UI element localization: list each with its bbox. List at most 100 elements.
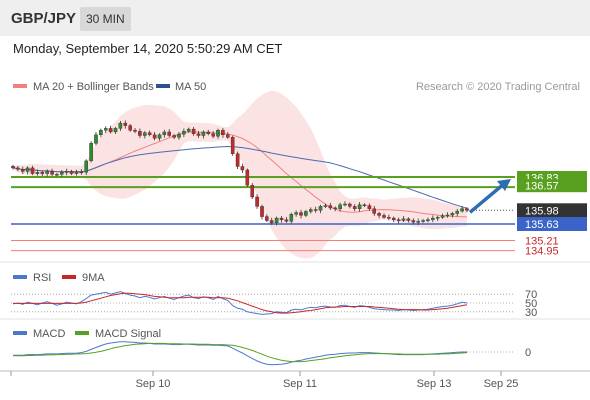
candle-body [401,218,406,221]
candle-body [426,219,430,221]
candle-body [21,169,25,172]
candle-body [221,129,225,135]
candle-body [157,134,162,139]
macd-level-label: 0 [525,347,531,359]
legend-label-rsi-ma: 9MA [82,272,105,284]
candle-body [182,131,186,135]
candle-body [348,203,352,207]
candle-body [191,128,196,134]
rsi-level-label-70: 70 [525,289,537,301]
candle-body [450,213,455,216]
candle-body [431,217,435,220]
candle-body [372,208,377,214]
candle-body [230,136,235,154]
candle-body [69,171,74,174]
candle-body [201,131,206,136]
candle-body [133,129,137,132]
candle-body [177,133,181,138]
candle-body [152,134,157,139]
research-credit: Research © 2020 Trading Central [416,81,580,93]
candle-body [387,217,391,219]
macd-line [13,341,467,366]
candle-body [167,131,172,136]
x-tick-label: Sep 10 [136,378,171,390]
candle-body [11,166,15,169]
candle-body [279,217,284,220]
candle-body [269,220,274,224]
candle-body [362,204,367,207]
candle-body [392,217,396,220]
candle-body [84,160,88,173]
candle-body [421,220,425,222]
candle-body [318,206,323,211]
candle-body [16,167,20,170]
candle-body [50,171,54,175]
chart-header: GBP/JPY 30 MIN [0,0,590,36]
level-tag-135.63: 135.63 [525,219,559,231]
x-tick-label: Sep 13 [417,378,452,390]
forecast-arrow-head [497,179,511,191]
x-tick-label: Sep 25 [484,378,519,390]
candle-body [289,213,294,222]
candle-body [309,209,313,212]
candle-body [411,220,416,223]
legend-swatch-bollinger [13,84,27,88]
candle-body [313,209,318,211]
timestamp: Monday, September 14, 2020 5:50:29 AM CE… [13,41,283,56]
candle-body [123,122,128,126]
legend-swatch-macd-signal [75,331,89,335]
candle-body [265,216,269,221]
candle-body [435,217,440,219]
candle-body [55,174,59,176]
legend-swatch-rsi [13,275,27,279]
level-tag-136.57-bg [517,179,587,193]
candle-body [113,128,118,133]
candle-body [99,129,103,135]
candle-body [45,171,49,174]
candle-body [108,128,113,133]
candle-body [89,142,93,161]
candle-body [284,219,289,222]
candle-body [377,213,381,216]
candle-body [323,205,328,207]
interval-button[interactable]: 30 MIN [80,7,131,31]
legend-label-rsi: RSI [33,272,51,284]
legend-label-macd: MACD [33,328,65,340]
candle-body [245,169,250,186]
candle-body [304,211,308,216]
candle-body [255,196,259,207]
ma50-line [12,145,468,209]
candle-body [118,122,123,129]
macd-panel: 0 [13,341,531,366]
candle-body [35,172,40,174]
candle-body [382,215,386,218]
candle-body [416,221,421,223]
candle-body [74,171,79,174]
candle-body [147,132,152,135]
candle-body [328,205,333,209]
level-tag-135.98: 135.98 [525,205,559,217]
x-tick-label: Sep 11 [283,378,317,390]
symbol-label: GBP/JPY [11,10,77,27]
candle-body [440,215,445,218]
candle-body [294,212,298,215]
candle-body [40,172,45,174]
candle-body [338,204,342,209]
candle-body [240,166,245,171]
candle-body [343,203,347,206]
candle-body [274,217,279,224]
level-tag-135.63-bg [517,217,587,231]
candle-body [465,208,469,211]
legend-swatch-rsi-ma [62,275,76,279]
legend-label-bollinger: MA 20 + Bollinger Bands [33,81,154,93]
macd-signal-line [13,342,468,363]
rsi-level-label-30: 30 [525,307,537,319]
candle-body [172,135,176,138]
candle-body [460,208,464,212]
candle-body [138,131,142,136]
candle-body [216,129,220,137]
candle-body [299,212,303,216]
